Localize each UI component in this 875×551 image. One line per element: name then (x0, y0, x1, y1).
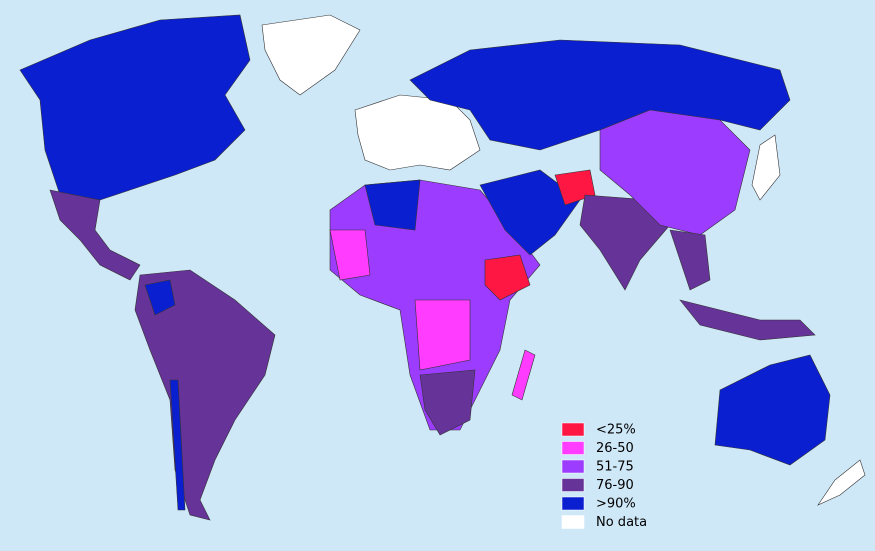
legend-swatch (561, 515, 585, 529)
legend-swatch (561, 459, 585, 474)
legend-label: No data (596, 515, 647, 530)
australia (714, 354, 831, 466)
central-america (49, 189, 141, 281)
new-zealand (817, 459, 866, 506)
legend-swatch (561, 422, 585, 437)
madagascar (511, 349, 536, 401)
japan (751, 134, 781, 201)
west-africa (329, 229, 371, 281)
legend-label: >90% (596, 497, 636, 512)
legend-swatch (561, 496, 585, 511)
north-america (19, 14, 251, 201)
chile (169, 379, 186, 511)
middle-east (479, 169, 581, 256)
southeast-asia (669, 229, 711, 291)
legend-swatch (561, 441, 585, 455)
legend-label: 26-50 (596, 441, 634, 456)
legend-label: 51-75 (596, 460, 634, 475)
legend-label: <25% (596, 423, 636, 438)
colombia (144, 279, 176, 316)
legend-swatch (561, 478, 585, 492)
central-africa (414, 299, 471, 371)
southern-africa (419, 369, 476, 436)
china (599, 109, 751, 236)
indonesia (679, 299, 816, 341)
ethiopia (484, 254, 531, 301)
north-africa (364, 179, 421, 231)
south-america (134, 269, 276, 521)
greenland (261, 14, 361, 96)
legend: <25% 26-50 51-75 76-90 >90% No data (561, 422, 647, 530)
legend-label: 76-90 (596, 478, 634, 493)
